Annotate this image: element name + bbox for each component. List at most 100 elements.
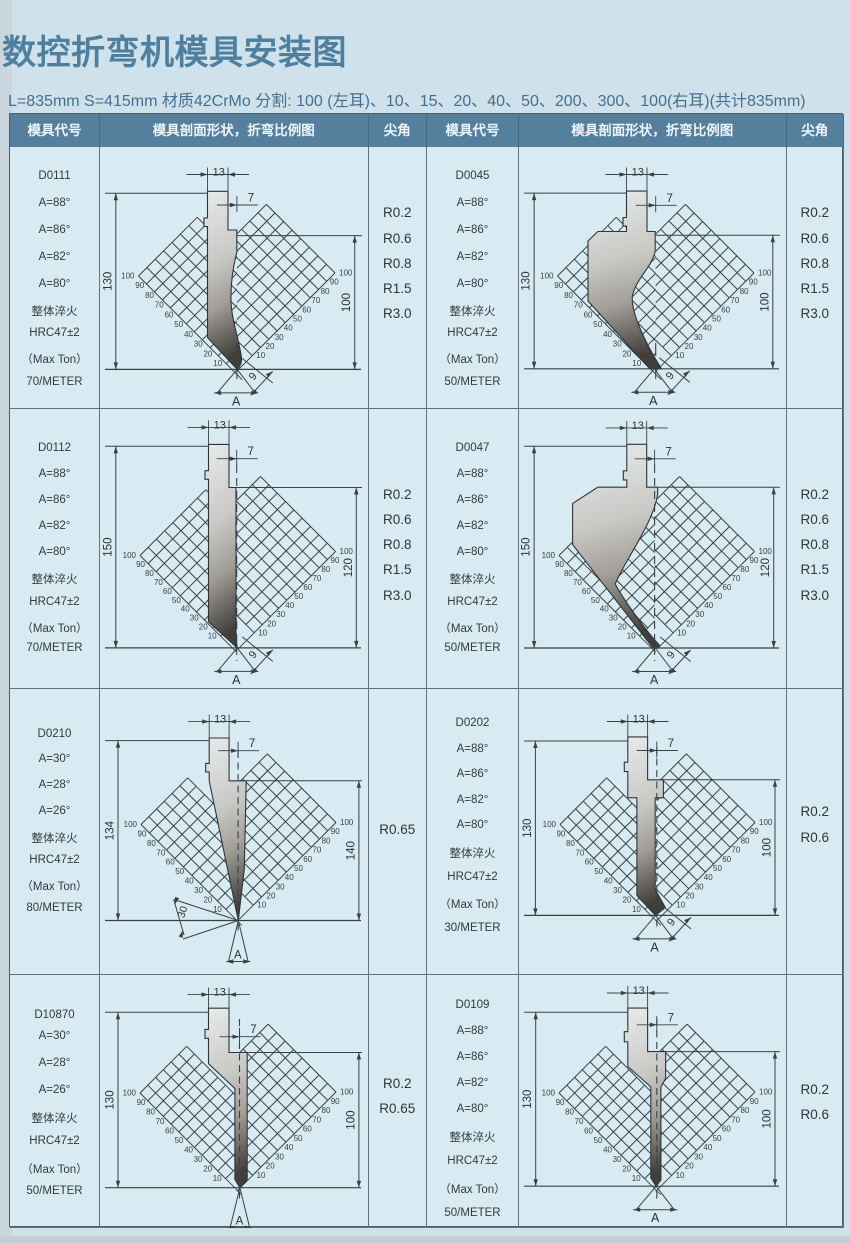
svg-text:80: 80 bbox=[564, 569, 573, 578]
svg-text:10: 10 bbox=[632, 905, 641, 914]
svg-text:80: 80 bbox=[321, 287, 330, 296]
svg-text:13: 13 bbox=[213, 167, 225, 179]
svg-text:100: 100 bbox=[340, 1088, 354, 1097]
svg-text:20: 20 bbox=[685, 1162, 694, 1171]
svg-text:90: 90 bbox=[556, 1098, 565, 1107]
svg-text:30: 30 bbox=[194, 886, 203, 895]
svg-text:10: 10 bbox=[675, 351, 684, 360]
svg-text:10: 10 bbox=[677, 628, 686, 637]
svg-text:30: 30 bbox=[609, 614, 618, 623]
svg-text:70: 70 bbox=[575, 1117, 584, 1126]
svg-text:80: 80 bbox=[322, 836, 331, 845]
svg-text:90: 90 bbox=[331, 556, 340, 565]
svg-text:90: 90 bbox=[137, 829, 146, 838]
svg-text:A: A bbox=[650, 940, 659, 954]
svg-text:50: 50 bbox=[294, 1134, 303, 1143]
svg-text:40: 40 bbox=[284, 1143, 293, 1152]
svg-text:70: 70 bbox=[730, 296, 739, 305]
svg-text:60: 60 bbox=[582, 587, 591, 596]
svg-text:9: 9 bbox=[665, 649, 678, 661]
svg-text:10: 10 bbox=[632, 1174, 641, 1183]
svg-text:80: 80 bbox=[146, 1108, 155, 1117]
svg-text:60: 60 bbox=[584, 311, 593, 320]
svg-text:80: 80 bbox=[145, 291, 154, 300]
svg-text:70: 70 bbox=[574, 301, 583, 310]
svg-text:70: 70 bbox=[575, 848, 584, 857]
svg-text:134: 134 bbox=[105, 820, 117, 840]
svg-text:100: 100 bbox=[758, 269, 772, 278]
svg-text:20: 20 bbox=[199, 623, 208, 632]
svg-text:60: 60 bbox=[584, 1127, 593, 1136]
svg-text:90: 90 bbox=[331, 1097, 340, 1106]
svg-text:10: 10 bbox=[213, 1174, 222, 1183]
svg-text:70: 70 bbox=[156, 1117, 165, 1126]
svg-text:50: 50 bbox=[593, 320, 602, 329]
svg-text:150: 150 bbox=[521, 538, 533, 557]
svg-text:50: 50 bbox=[293, 315, 302, 324]
svg-text:130: 130 bbox=[522, 1090, 534, 1109]
svg-text:20: 20 bbox=[622, 349, 631, 358]
svg-text:40: 40 bbox=[703, 324, 712, 333]
svg-text:80: 80 bbox=[741, 1106, 750, 1115]
svg-text:90: 90 bbox=[555, 560, 564, 569]
svg-text:50: 50 bbox=[294, 592, 303, 601]
svg-text:90: 90 bbox=[556, 829, 565, 838]
svg-text:70: 70 bbox=[731, 574, 740, 583]
svg-text:60: 60 bbox=[303, 855, 312, 864]
svg-text:70: 70 bbox=[312, 1115, 321, 1124]
svg-text:80: 80 bbox=[740, 565, 749, 574]
svg-text:7: 7 bbox=[668, 738, 674, 750]
svg-text:100: 100 bbox=[339, 269, 353, 278]
svg-text:10: 10 bbox=[213, 359, 222, 368]
svg-text:60: 60 bbox=[166, 858, 175, 867]
svg-text:40: 40 bbox=[285, 601, 294, 610]
svg-text:100: 100 bbox=[543, 820, 557, 829]
svg-text:100: 100 bbox=[123, 551, 137, 560]
svg-text:90: 90 bbox=[137, 1098, 146, 1107]
svg-text:20: 20 bbox=[267, 619, 276, 628]
svg-text:60: 60 bbox=[585, 858, 594, 867]
svg-text:30: 30 bbox=[695, 610, 704, 619]
svg-text:80: 80 bbox=[740, 287, 749, 296]
svg-text:13: 13 bbox=[214, 419, 226, 431]
svg-text:100: 100 bbox=[340, 818, 354, 827]
svg-text:50: 50 bbox=[594, 1136, 603, 1145]
svg-text:80: 80 bbox=[564, 291, 573, 300]
svg-text:60: 60 bbox=[165, 1127, 174, 1136]
svg-text:9: 9 bbox=[664, 370, 677, 382]
svg-text:20: 20 bbox=[203, 1165, 212, 1174]
svg-text:60: 60 bbox=[303, 583, 312, 592]
svg-text:80: 80 bbox=[147, 839, 156, 848]
svg-text:A: A bbox=[649, 394, 658, 408]
svg-text:100: 100 bbox=[759, 547, 773, 556]
svg-text:13: 13 bbox=[633, 985, 645, 997]
svg-text:50: 50 bbox=[713, 1134, 722, 1143]
svg-text:90: 90 bbox=[136, 560, 145, 569]
svg-text:10: 10 bbox=[258, 628, 267, 637]
svg-text:80: 80 bbox=[566, 839, 575, 848]
svg-text:10: 10 bbox=[676, 901, 685, 910]
svg-text:20: 20 bbox=[685, 342, 694, 351]
svg-text:50: 50 bbox=[172, 596, 181, 605]
svg-text:40: 40 bbox=[704, 601, 713, 610]
svg-text:40: 40 bbox=[284, 324, 293, 333]
svg-text:30: 30 bbox=[175, 905, 190, 920]
svg-text:60: 60 bbox=[722, 1125, 731, 1134]
svg-text:30: 30 bbox=[190, 614, 199, 623]
svg-text:30: 30 bbox=[275, 1152, 284, 1161]
svg-text:9: 9 bbox=[247, 370, 260, 382]
svg-text:7: 7 bbox=[250, 1024, 256, 1036]
svg-text:70: 70 bbox=[731, 1115, 740, 1124]
svg-text:40: 40 bbox=[703, 1143, 712, 1152]
svg-text:50: 50 bbox=[594, 867, 603, 876]
svg-text:20: 20 bbox=[203, 349, 212, 358]
svg-text:20: 20 bbox=[686, 619, 695, 628]
svg-text:10: 10 bbox=[257, 1171, 266, 1180]
svg-text:9: 9 bbox=[247, 649, 260, 661]
svg-text:80: 80 bbox=[741, 836, 750, 845]
svg-text:70: 70 bbox=[731, 846, 740, 855]
svg-text:130: 130 bbox=[105, 1090, 117, 1109]
svg-text:10: 10 bbox=[676, 1171, 685, 1180]
svg-text:40: 40 bbox=[604, 877, 613, 886]
svg-text:120: 120 bbox=[343, 558, 355, 577]
